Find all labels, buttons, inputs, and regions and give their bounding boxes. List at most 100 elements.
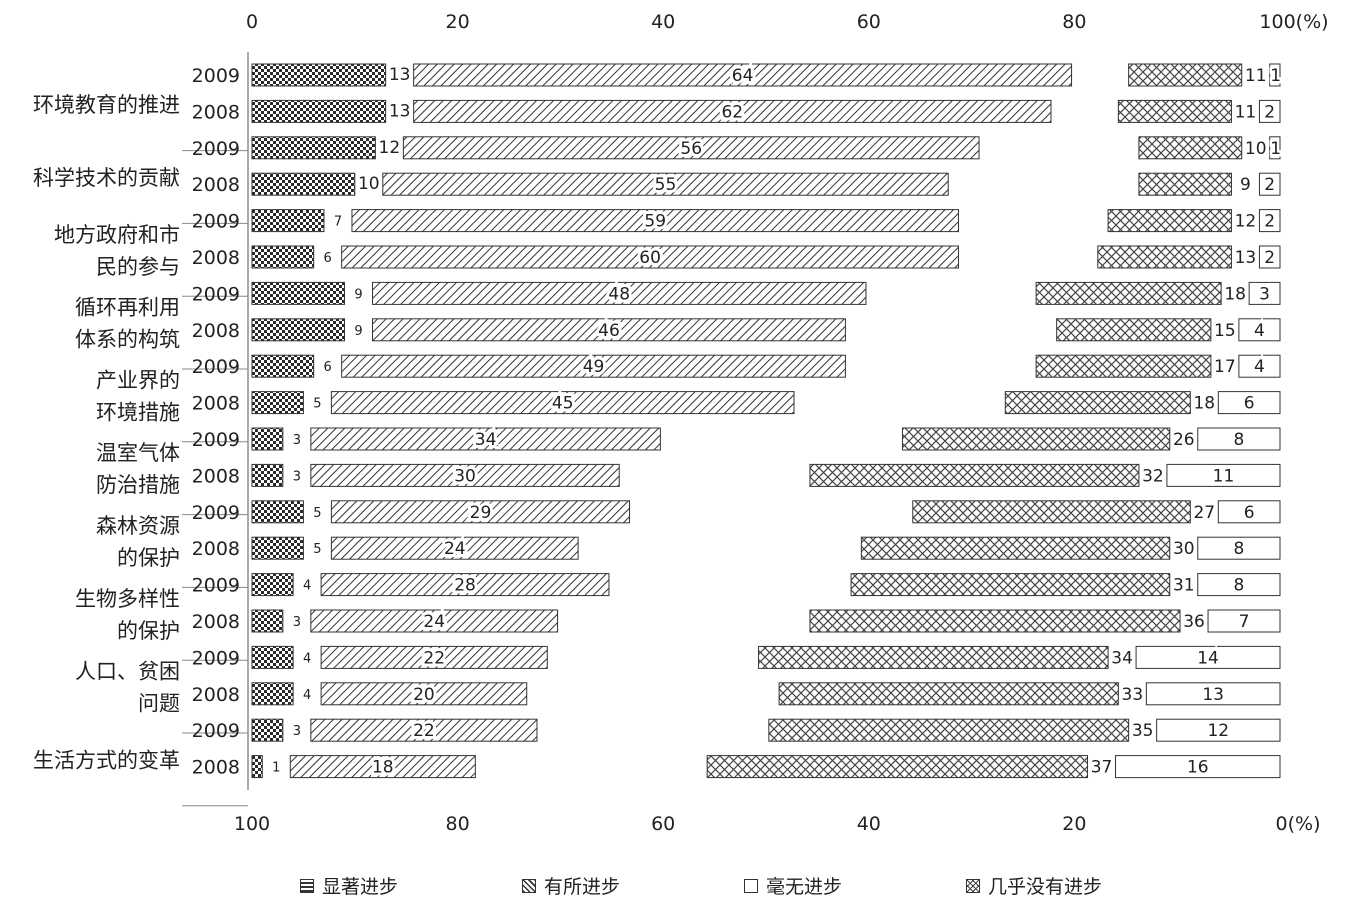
bar-some: [310, 463, 620, 487]
bar-none: [1197, 536, 1281, 560]
bar-some: [320, 682, 528, 706]
bar-some: [320, 573, 610, 597]
data-label-significant: 13: [389, 101, 411, 121]
data-label-none: 2: [1264, 175, 1275, 195]
year-label: 2009: [192, 647, 240, 669]
data-label-some: 59: [644, 212, 666, 232]
data-label-almost-none: 12: [1235, 212, 1257, 232]
top-tick-label: 40: [651, 11, 675, 33]
data-label-some: 22: [413, 721, 435, 741]
data-label-significant: 9: [354, 287, 362, 302]
category-label: 人口、贫困: [75, 660, 180, 684]
category-label: 生物多样性: [75, 587, 180, 611]
bar-some: [310, 427, 661, 451]
year-labels: 2009 2008 2009 2008 2009 2008 2009 2008 2009 2008…: [192, 65, 240, 779]
year-label: 2008: [192, 611, 240, 633]
data-label-significant: 5: [313, 542, 321, 557]
data-label-significant: 4: [303, 651, 311, 666]
bar-significant: [251, 245, 315, 269]
data-label-almost-none: 36: [1183, 612, 1205, 632]
bar-none: [1156, 718, 1281, 742]
bar-none: [1166, 463, 1281, 487]
bar-none: [1269, 63, 1281, 87]
year-label: 2009: [192, 211, 240, 233]
bar-some: [310, 609, 559, 633]
data-label-none: 7: [1239, 612, 1250, 632]
bar-some: [341, 245, 959, 269]
bar-some: [330, 500, 631, 524]
data-label-some: 49: [583, 357, 605, 377]
bar-some: [351, 209, 959, 233]
bar-some: [413, 99, 1052, 123]
data-label-none: 8: [1233, 539, 1244, 559]
bar-none: [1258, 99, 1281, 123]
data-label-some: 48: [608, 284, 630, 304]
bar-significant: [251, 318, 346, 342]
data-label-some: 34: [475, 430, 497, 450]
legend-item-almost-none: 几乎没有进步: [966, 872, 1102, 899]
category-label: 的保护: [117, 619, 180, 643]
bar-none: [1135, 645, 1281, 669]
year-label: 2009: [192, 429, 240, 451]
bar-significant: [251, 281, 346, 305]
category-label: 民的参与: [96, 255, 180, 279]
year-label: 2009: [192, 720, 240, 742]
bar-significant: [251, 136, 376, 160]
top-tick-label: 80: [1062, 11, 1086, 33]
bar-almost-none: [809, 609, 1181, 633]
data-label-significant: 9: [354, 324, 362, 339]
data-label-none: 12: [1207, 721, 1229, 741]
data-label-some: 24: [423, 612, 445, 632]
bar-none: [1197, 573, 1281, 597]
data-label-none: 1: [1270, 66, 1281, 86]
category-label: 科学技术的贡献: [33, 166, 180, 190]
data-label-almost-none: 18: [1193, 394, 1215, 414]
data-label-almost-none: 31: [1173, 576, 1195, 596]
data-labels: 13 64 11 113 62 11 212 56 10 110 55 9 27 59 12 26 60 13 29…: [272, 63, 1283, 781]
bar-almost-none: [778, 682, 1119, 706]
year-label: 2008: [192, 247, 240, 269]
bar-some: [341, 354, 846, 378]
data-label-none: 6: [1244, 394, 1255, 414]
data-label-none: 11: [1213, 466, 1235, 486]
bar-significant: [251, 391, 304, 415]
category-label: 产业界的: [96, 368, 180, 392]
bar-almost-none: [1117, 99, 1232, 123]
data-label-significant: 4: [303, 688, 311, 703]
legend-label-almost-none: 几乎没有进步: [988, 876, 1103, 898]
data-label-some: 62: [721, 102, 743, 122]
legend-item-none: 毫无进步: [744, 872, 842, 899]
year-label: 2009: [192, 575, 240, 597]
data-label-some: 56: [680, 139, 702, 159]
data-label-almost-none: 35: [1132, 721, 1154, 741]
bar-almost-none: [1128, 63, 1243, 87]
bar-some: [372, 281, 867, 305]
data-label-almost-none: 18: [1224, 284, 1246, 304]
year-label: 2008: [192, 538, 240, 560]
bottom-tick-label: 60: [651, 813, 675, 835]
bar-almost-none: [809, 463, 1140, 487]
bar-significant: [251, 463, 284, 487]
data-label-almost-none: 26: [1173, 430, 1195, 450]
data-label-some: 28: [454, 576, 476, 596]
bar-almost-none: [1097, 245, 1232, 269]
diverging-bar-chart: 0 20 40 60 80 100(%) 100 80 60 40 20 0(%) 环境教育的推进科…: [33, 11, 1329, 835]
bar-almost-none: [860, 536, 1171, 560]
data-label-some: 30: [454, 466, 476, 486]
bar-some: [382, 172, 949, 196]
bar-some: [372, 318, 846, 342]
bar-significant: [251, 427, 284, 451]
year-label: 2008: [192, 465, 240, 487]
bottom-tick-label: 100: [234, 813, 270, 835]
category-label: 循环再利用: [75, 296, 180, 320]
data-label-almost-none: 9: [1240, 175, 1251, 195]
legend-swatch-cross: [966, 878, 980, 893]
data-label-almost-none: 30: [1173, 539, 1195, 559]
bar-some: [289, 755, 476, 779]
bar-almost-none: [1107, 209, 1232, 233]
bar-some: [310, 718, 538, 742]
data-label-significant: 6: [324, 251, 332, 266]
category-label: 地方政府和市: [54, 223, 180, 247]
bar-significant: [251, 354, 315, 378]
bar-almost-none: [768, 718, 1130, 742]
